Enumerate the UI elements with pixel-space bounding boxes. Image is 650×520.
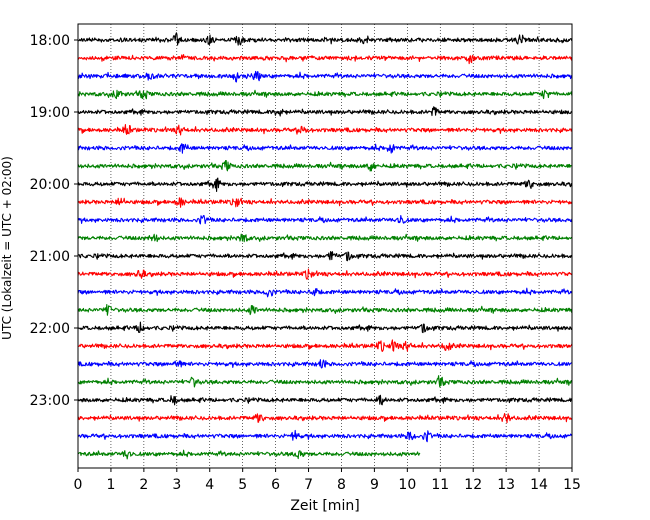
trace-2230 bbox=[77, 359, 572, 369]
trace-2000 bbox=[77, 177, 573, 192]
x-tick-label: 14 bbox=[530, 477, 548, 493]
trace-1815 bbox=[77, 54, 573, 65]
trace-2300 bbox=[77, 394, 573, 406]
trace-2115 bbox=[77, 268, 573, 280]
x-tick-label: 4 bbox=[205, 477, 214, 493]
y-tick-label: 18:00 bbox=[30, 33, 70, 49]
x-tick-label: 5 bbox=[238, 477, 247, 493]
plot-background bbox=[78, 24, 572, 468]
x-tick-label: 13 bbox=[497, 477, 515, 493]
trace-1930 bbox=[77, 143, 573, 154]
x-tick-label: 2 bbox=[139, 477, 148, 493]
trace-2015 bbox=[77, 197, 573, 208]
trace-2045 bbox=[77, 233, 573, 243]
x-tick-label: 8 bbox=[337, 477, 346, 493]
x-tick-label: 12 bbox=[464, 477, 482, 493]
trace-1830 bbox=[77, 70, 573, 83]
trace-1845 bbox=[77, 89, 573, 100]
x-tick-label: 6 bbox=[271, 477, 280, 493]
trace-2245 bbox=[77, 375, 573, 388]
y-tick-label: 20:00 bbox=[30, 177, 70, 193]
x-axis-title: Zeit [min] bbox=[290, 498, 359, 514]
trace-1800 bbox=[77, 32, 573, 46]
trace-2200 bbox=[77, 321, 573, 334]
trace-2130 bbox=[77, 287, 573, 298]
x-tick-label: 9 bbox=[370, 477, 379, 493]
y-axis-ticks: 18:00 19:00 20:00 21:00 22:00 23:00 bbox=[30, 33, 78, 409]
trace-2345 bbox=[77, 449, 421, 460]
y-tick-label: 19:00 bbox=[30, 105, 70, 121]
plot-frame bbox=[77, 23, 573, 469]
x-tick-label: 10 bbox=[398, 477, 416, 493]
trace-2315 bbox=[77, 413, 573, 424]
x-tick-label: 7 bbox=[304, 477, 313, 493]
y-axis-title: UTC (Lokalzeit = UTC + 02:00) bbox=[0, 156, 14, 340]
y-tick-label: 22:00 bbox=[30, 321, 70, 337]
trace-2330 bbox=[77, 429, 573, 443]
trace-1900 bbox=[77, 106, 573, 117]
trace-group bbox=[77, 32, 573, 460]
x-tick-label: 0 bbox=[74, 477, 83, 493]
trace-2030 bbox=[77, 215, 573, 225]
x-axis-ticks: 0 1 2 3 4 5 6 7 8 9 10 11 12 13 14 15 bbox=[74, 468, 581, 493]
trace-1915 bbox=[77, 124, 573, 136]
x-tick-label: 15 bbox=[563, 477, 581, 493]
trace-2100 bbox=[77, 251, 573, 262]
trace-1945 bbox=[77, 160, 572, 172]
y-tick-label: 23:00 bbox=[30, 393, 70, 409]
x-tick-label: 11 bbox=[431, 477, 449, 493]
x-tick-label: 1 bbox=[106, 477, 115, 493]
trace-2145 bbox=[77, 304, 573, 316]
trace-2215 bbox=[77, 339, 573, 353]
vertical-grid bbox=[110, 24, 540, 468]
y-tick-label: 21:00 bbox=[30, 249, 70, 265]
x-tick-label: 3 bbox=[172, 477, 181, 493]
